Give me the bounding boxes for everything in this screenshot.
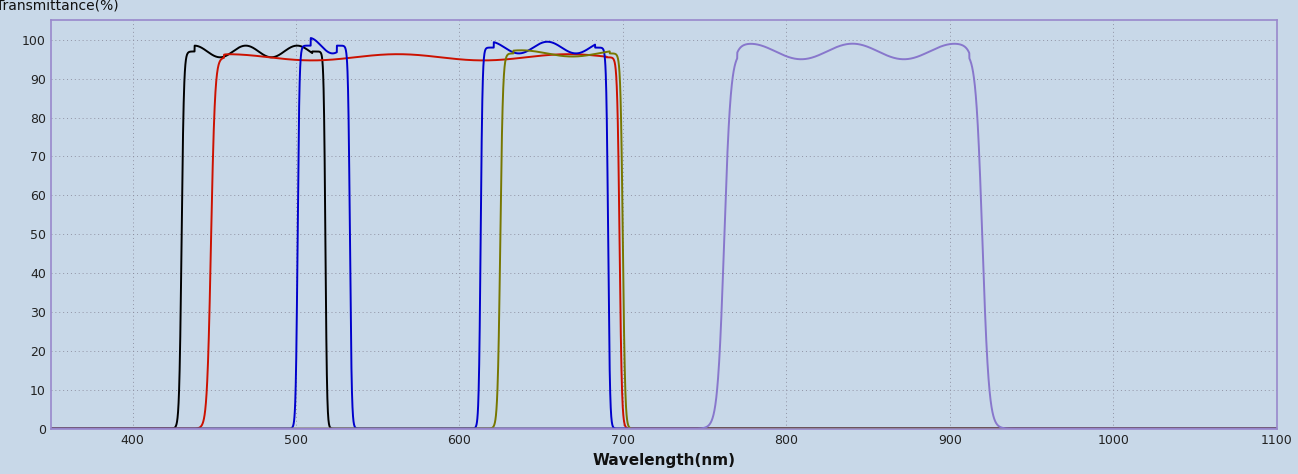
Y-axis label: Transmittance(%): Transmittance(%) — [0, 0, 118, 12]
X-axis label: Wavelength(nm): Wavelength(nm) — [592, 454, 735, 468]
